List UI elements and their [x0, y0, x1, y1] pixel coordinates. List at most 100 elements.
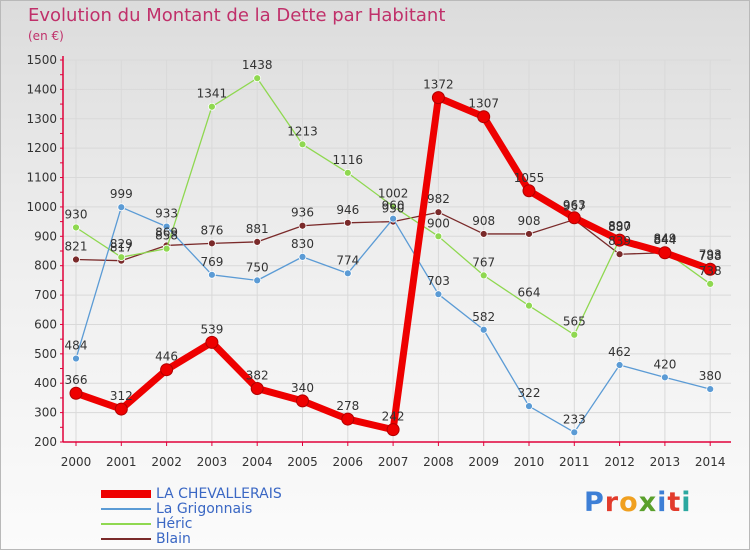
- data-label-la-chevallerais: 446: [155, 350, 178, 364]
- x-tick-label: 2004: [242, 455, 273, 469]
- data-label-heric: 664: [518, 286, 541, 300]
- data-label-heric: 890: [608, 219, 631, 233]
- data-point-la-chevallerais: [613, 233, 627, 247]
- data-label-heric: 849: [653, 231, 676, 245]
- data-label-blain: 957: [563, 200, 586, 214]
- data-point-blain: [525, 230, 533, 238]
- data-label-heric: 1002: [378, 186, 409, 200]
- x-tick-label: 2007: [378, 455, 409, 469]
- data-label-la-grigonnais: 233: [563, 412, 586, 426]
- data-label-heric: 1116: [333, 153, 364, 167]
- data-label-heric: 565: [563, 315, 586, 329]
- legend-item: Héric: [101, 516, 192, 532]
- data-point-la-grigonnais: [343, 269, 352, 278]
- x-tick-label: 2005: [287, 455, 318, 469]
- y-tick-label: 1300: [26, 112, 57, 126]
- y-tick-label: 1400: [26, 82, 57, 96]
- data-label-la-grigonnais: 999: [110, 187, 133, 201]
- data-point-blain: [479, 230, 488, 238]
- data-point-la-chevallerais: [703, 262, 717, 276]
- data-point-blain: [343, 218, 352, 227]
- legend-swatch: [101, 538, 151, 540]
- data-point-la-grigonnais: [570, 428, 579, 437]
- data-point-la-grigonnais: [207, 270, 216, 279]
- data-label-la-chevallerais: 1372: [423, 78, 454, 92]
- chart-title: Evolution du Montant de la Dette par Hab…: [28, 5, 446, 26]
- data-label-la-chevallerais: 788: [699, 249, 722, 263]
- data-point-heric: [706, 280, 715, 288]
- data-label-blain: 881: [246, 222, 269, 236]
- data-label-la-chevallerais: 844: [653, 233, 676, 247]
- data-point-heric: [162, 244, 171, 253]
- data-label-la-chevallerais: 963: [563, 198, 586, 212]
- data-point-la-grigonnais: [479, 325, 488, 334]
- x-tick-label: 2001: [106, 455, 137, 469]
- data-label-blain: 839: [608, 234, 631, 248]
- data-point-la-grigonnais: [253, 276, 262, 285]
- legend-label: Héric: [156, 516, 193, 532]
- data-label-la-grigonnais: 462: [608, 345, 631, 359]
- legend-label: La Grigonnais: [156, 501, 253, 517]
- data-point-la-chevallerais: [567, 211, 581, 225]
- data-label-blain: 946: [336, 203, 359, 217]
- data-point-la-chevallerais: [341, 412, 355, 426]
- data-point-la-grigonnais: [434, 290, 443, 299]
- x-tick-label: 2012: [604, 455, 635, 469]
- data-label-la-chevallerais: 340: [291, 381, 314, 395]
- data-point-heric: [117, 253, 126, 262]
- data-label-heric: 1438: [242, 58, 273, 72]
- data-point-blain: [298, 221, 307, 230]
- data-label-la-chevallerais: 539: [200, 322, 223, 336]
- y-tick-label: 1000: [26, 200, 57, 214]
- data-point-la-chevallerais: [296, 394, 309, 408]
- data-point-la-chevallerais: [205, 335, 219, 349]
- data-point-heric: [343, 168, 352, 177]
- data-label-la-chevallerais: 1307: [468, 97, 499, 111]
- data-point-heric: [479, 271, 488, 280]
- data-point-blain: [253, 237, 262, 246]
- data-label-blain: 908: [518, 214, 541, 228]
- data-point-heric: [570, 330, 579, 339]
- data-label-blain: 821: [65, 240, 88, 254]
- data-label-la-chevallerais: 312: [110, 389, 133, 403]
- y-tick-label: 1200: [26, 141, 57, 155]
- legend-item: LA CHEVALLERAIS: [101, 486, 282, 502]
- y-tick-label: 300: [34, 406, 57, 420]
- y-tick-label: 800: [34, 259, 57, 273]
- data-point-la-grigonnais: [661, 373, 669, 382]
- data-point-heric: [434, 232, 443, 241]
- legend-label: LA CHEVALLERAIS: [156, 486, 282, 502]
- data-point-la-chevallerais: [431, 91, 445, 105]
- data-label-la-grigonnais: 830: [291, 237, 314, 251]
- data-point-heric: [525, 301, 533, 310]
- x-tick-label: 2014: [695, 455, 726, 469]
- y-tick-label: 200: [34, 435, 57, 449]
- data-label-la-chevallerais: 366: [65, 373, 88, 387]
- data-point-la-chevallerais: [160, 363, 174, 377]
- data-point-la-grigonnais: [706, 385, 715, 394]
- data-label-la-chevallerais: 278: [336, 399, 359, 413]
- y-tick-label: 400: [34, 376, 57, 390]
- y-tick-label: 500: [34, 347, 57, 361]
- data-point-la-chevallerais: [477, 110, 491, 124]
- data-label-la-grigonnais: 703: [427, 274, 450, 288]
- legend-swatch: [101, 523, 151, 525]
- data-label-blain: 869: [155, 225, 178, 239]
- data-point-heric: [389, 202, 398, 211]
- data-point-heric: [207, 102, 216, 111]
- data-label-la-chevallerais: 382: [246, 369, 269, 383]
- legend-item: La Grigonnais: [101, 501, 252, 517]
- data-label-heric: 930: [65, 207, 88, 221]
- data-point-la-grigonnais: [389, 214, 398, 223]
- data-point-la-chevallerais: [69, 386, 83, 400]
- legend-swatch: [101, 490, 151, 498]
- data-point-la-chevallerais: [386, 423, 400, 437]
- legend-item: Blain: [101, 531, 191, 547]
- data-label-la-grigonnais: 960: [382, 199, 405, 213]
- data-point-blain: [72, 255, 80, 264]
- chart-unit-label: (en €): [28, 29, 64, 43]
- data-point-la-grigonnais: [72, 354, 80, 363]
- data-label-la-grigonnais: 750: [246, 260, 269, 274]
- data-label-heric: 858: [155, 229, 178, 243]
